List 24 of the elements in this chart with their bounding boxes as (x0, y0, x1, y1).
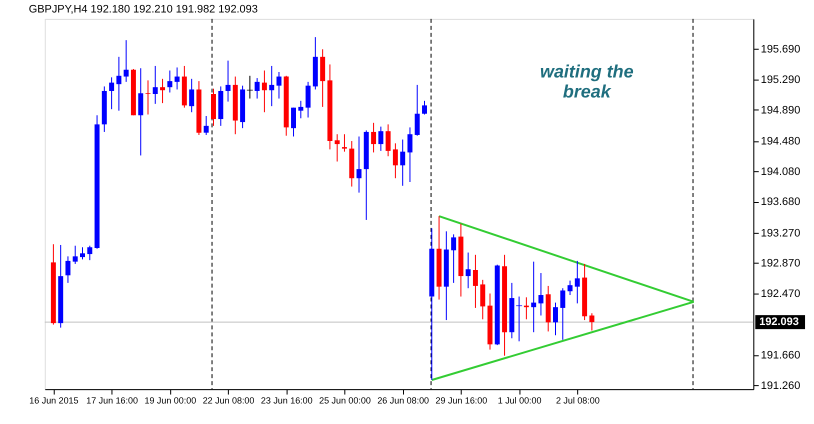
y-tick-label: 194.890 (760, 104, 800, 116)
x-tick-label: 19 Jun 00:00 (144, 396, 196, 406)
x-tick-label: 29 Jun 16:00 (436, 396, 488, 406)
x-tick-label: 1 Jul 00:00 (498, 396, 542, 406)
ref-line-label: 192.093 (759, 316, 799, 328)
x-tick-label: 26 Jun 08:00 (377, 396, 430, 406)
y-tick-label: 192.470 (760, 288, 800, 300)
x-tick-label: 17 Jun 16:00 (86, 396, 138, 406)
x-tick-label: 25 Jun 00:00 (319, 396, 371, 406)
x-tick-label: 16 Jun 2015 (29, 396, 79, 406)
annotation: waiting the break (540, 62, 634, 102)
y-tick-label: 191.260 (760, 380, 800, 392)
y-tick-label: 195.690 (760, 44, 800, 56)
x-tick-label: 2 Jul 08:00 (556, 396, 600, 406)
y-tick-label: 193.680 (760, 196, 800, 208)
y-tick-label: 195.290 (760, 74, 800, 86)
x-tick-label: 22 Jun 08:00 (202, 396, 254, 406)
y-tick-label: 192.870 (760, 258, 800, 270)
y-tick-label: 194.080 (760, 166, 800, 178)
x-tick-label: 23 Jun 16:00 (260, 396, 313, 406)
y-tick-label: 193.270 (760, 227, 800, 240)
chart-title: GBPJPY,H4 192.180 192.210 191.982 192.093 (28, 3, 258, 16)
y-tick-label: 191.660 (760, 349, 800, 362)
y-tick-label: 194.480 (760, 136, 800, 148)
